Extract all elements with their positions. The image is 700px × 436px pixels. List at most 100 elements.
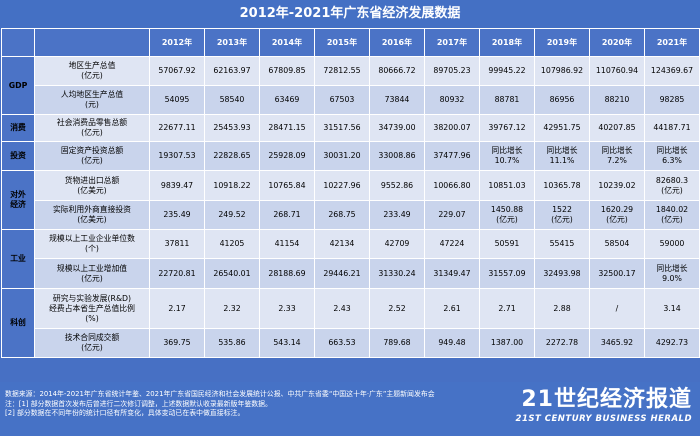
value-line: 73844 [384, 95, 410, 104]
value-cell: 2.43 [314, 288, 370, 329]
value-line: 10851.03 [488, 180, 526, 190]
value-line: 88781 [494, 95, 520, 104]
value-line: 80932 [439, 95, 465, 104]
value-cell: 58504 [589, 229, 645, 259]
value-cell: 67503 [314, 85, 370, 115]
value-line: 2.52 [388, 303, 406, 313]
category-trade-line1: 对外 [10, 190, 26, 199]
value-cell: 4292.73 [644, 328, 700, 358]
footnote-2: [2] 部分数据在不同年份的统计口径有所变化，具体变动已在表中做直接标注。 [5, 409, 245, 417]
value-line: 1522 [552, 205, 572, 214]
table-row: 实际利用外商直接投资 (亿美元) 235.49 249.52 268.71 268.75 2… [2, 200, 700, 230]
value-cell: 235.49 [149, 200, 205, 230]
value-line: 4292.73 [655, 338, 689, 347]
value-cell: 1387.00 [479, 328, 535, 358]
footnotes: 数据来源：2014年-2021年广东省统计年鉴、2021年广东省国民经济和社会发… [5, 390, 495, 419]
value-line: 38200.07 [433, 123, 471, 132]
brand-name-cn: 21世纪经济报道 [521, 387, 692, 412]
category-gdp: GDP [1, 56, 35, 115]
value-cell: 10851.03 [479, 170, 535, 201]
indicator-label-line: (%) [85, 313, 99, 323]
table-row: 技术合同成交额 (亿元) 369.75 535.86 543.14 663.53 789.6… [2, 328, 700, 358]
value-line: 42951.75 [543, 123, 581, 132]
value-line: 1387.00 [490, 338, 524, 347]
value-cell: 同比增长 11.1% [534, 141, 590, 171]
value-cell: 1450.88 (亿元) [479, 200, 535, 230]
value-line: 3465.92 [600, 338, 634, 347]
value-cell: 110760.94 [589, 56, 645, 86]
value-cell: 249.52 [204, 200, 260, 230]
indicator-label-line: 实际利用外商直接投资 [53, 205, 131, 214]
value-line: 63469 [274, 95, 300, 104]
value-cell: 82680.3 (亿元) [644, 170, 700, 201]
footnote-source: 数据来源：2014年-2021年广东省统计年鉴、2021年广东省国民经济和社会发… [5, 390, 435, 398]
value-cell: 10239.02 [589, 170, 645, 201]
indicator-label-line: 规模以上工业企业单位数 [49, 234, 135, 243]
value-line: 2.71 [498, 303, 516, 313]
value-line: 37811 [164, 239, 190, 248]
value-line: 34739.00 [378, 123, 416, 132]
value-cell: 31557.09 [479, 258, 535, 289]
year-header: 2016年 [369, 28, 425, 57]
value-line: 32493.98 [543, 268, 581, 278]
value-cell: 233.49 [369, 200, 425, 230]
year-header: 2015年 [314, 28, 370, 57]
indicator-label-line: (亿美元) [77, 185, 107, 195]
year-header: 2014年 [259, 28, 315, 57]
value-cell: 2.52 [369, 288, 425, 329]
value-cell: 47224 [424, 229, 480, 259]
value-cell: 19307.53 [149, 141, 205, 171]
value-line: 80666.72 [378, 66, 416, 75]
value-cell: 80932 [424, 85, 480, 115]
value-line: 31517.56 [323, 123, 361, 132]
value-line: 41205 [219, 239, 245, 248]
value-cell: 22677.11 [149, 114, 205, 142]
value-cell: 32500.17 [589, 258, 645, 289]
header-row: 2012年 2013年 2014年 2015年 2016年 2017年 2018… [1, 28, 700, 57]
value-cell: 63469 [259, 85, 315, 115]
value-line: 22720.81 [158, 268, 196, 278]
value-cell: 268.75 [314, 200, 370, 230]
value-cell: 80666.72 [369, 56, 425, 86]
year-header: 2020年 [589, 28, 645, 57]
value-line: 55415 [549, 239, 575, 248]
value-cell: 86956 [534, 85, 590, 115]
value-line: 10918.22 [213, 180, 251, 190]
value-line: 42709 [384, 239, 410, 248]
indicator-label-line: 社会消费品零售总额 [56, 118, 128, 127]
value-cell: 同比增长 7.2% [589, 141, 645, 171]
value-cell: 31349.47 [424, 258, 480, 289]
value-line: 233.49 [383, 210, 411, 219]
value-line: 86956 [549, 95, 575, 104]
value-line: 47224 [439, 239, 465, 248]
value-cell: 37811 [149, 229, 205, 259]
value-cell: 38200.07 [424, 114, 480, 142]
brand-name-en: 21ST CENTURY BUSINESS HERALD [515, 414, 692, 424]
value-cell: 3.14 [644, 288, 700, 329]
value-line: 37477.96 [433, 151, 471, 160]
value-cell: 10066.80 [424, 170, 480, 201]
value-cell: 1840.02 (亿元) [644, 200, 700, 230]
value-line: 2.17 [168, 303, 186, 313]
table-row: 对外 经济 货物进出口总额 (亿美元) 9839.47 10918.22 10765.8… [1, 170, 700, 230]
value-line: 28188.69 [268, 268, 306, 278]
value-cell: 同比增长 10.7% [479, 141, 535, 171]
value-line: 789.68 [383, 338, 411, 347]
value-line: 2272.78 [545, 338, 579, 347]
value-cell: 2.17 [149, 288, 205, 329]
value-line: 3.14 [663, 303, 681, 313]
value-cell: 28188.69 [259, 258, 315, 289]
indicator-label: 货物进出口总额 (亿美元) [34, 170, 150, 201]
value-line: 2.32 [223, 303, 241, 313]
indicator-label-line: 货物进出口总额 [64, 175, 120, 185]
value-cell: 62163.97 [204, 56, 260, 86]
value-cell: 30031.20 [314, 141, 370, 171]
value-cell: 10918.22 [204, 170, 260, 201]
value-cell: 25453.93 [204, 114, 260, 142]
table-row: 科创 研究与实验发展(R&D) 经费占本省生产总值比例 (%) 2.17 2.32 2.3… [1, 288, 700, 358]
value-line: 249.52 [218, 210, 246, 219]
footnote-1: 注：[1] 部分数据首次发布后曾进行二次修订调整，上述数据默认收录最新版年鉴数据… [5, 399, 272, 408]
value-line: 31330.24 [378, 268, 416, 278]
value-line: 6.3% [662, 156, 682, 165]
value-cell: 369.75 [149, 328, 205, 358]
